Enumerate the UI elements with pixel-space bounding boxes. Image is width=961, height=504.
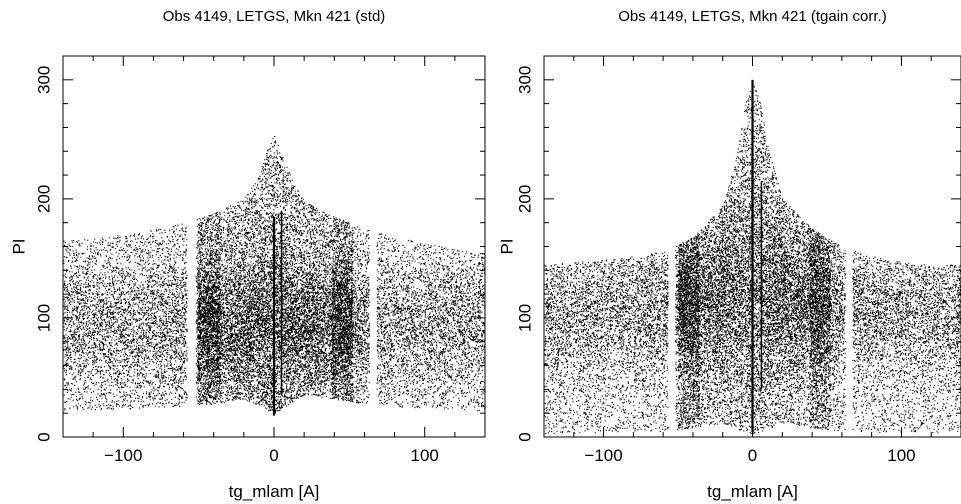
- y-tick-label: 100: [515, 304, 534, 332]
- y-tick-label: 0: [34, 432, 53, 441]
- x-tick-label: −100: [104, 446, 142, 465]
- y-tick-label: 0: [515, 432, 534, 441]
- x-tick-label: 100: [887, 446, 915, 465]
- y-axis-title: PI: [497, 238, 516, 254]
- x-axis-title: tg_mlam [A]: [707, 482, 798, 501]
- y-tick-label: 300: [515, 66, 534, 94]
- x-tick-label: 100: [411, 446, 439, 465]
- x-tick-label: 0: [748, 446, 757, 465]
- chart-title: Obs 4149, LETGS, Mkn 421 (std): [163, 8, 386, 25]
- panel-right: −100 0 100 0 100 200 300 Obs 4149, LETGS, Mkn 4…: [497, 8, 961, 501]
- x-tick-label: 0: [269, 446, 278, 465]
- x-tick-label: −100: [584, 446, 622, 465]
- y-tick-label: 200: [515, 185, 534, 213]
- y-tick-label: 100: [34, 304, 53, 332]
- y-axis-title: PI: [9, 238, 28, 254]
- chart-title: Obs 4149, LETGS, Mkn 421 (tgain corr.): [618, 8, 886, 25]
- y-tick-label: 300: [34, 66, 53, 94]
- y-tick-label: 200: [34, 185, 53, 213]
- x-axis-title: tg_mlam [A]: [229, 482, 320, 501]
- panel-left: −100 0 100 0 100 200 300 Obs 4149, LETGS, Mkn 4…: [9, 8, 486, 501]
